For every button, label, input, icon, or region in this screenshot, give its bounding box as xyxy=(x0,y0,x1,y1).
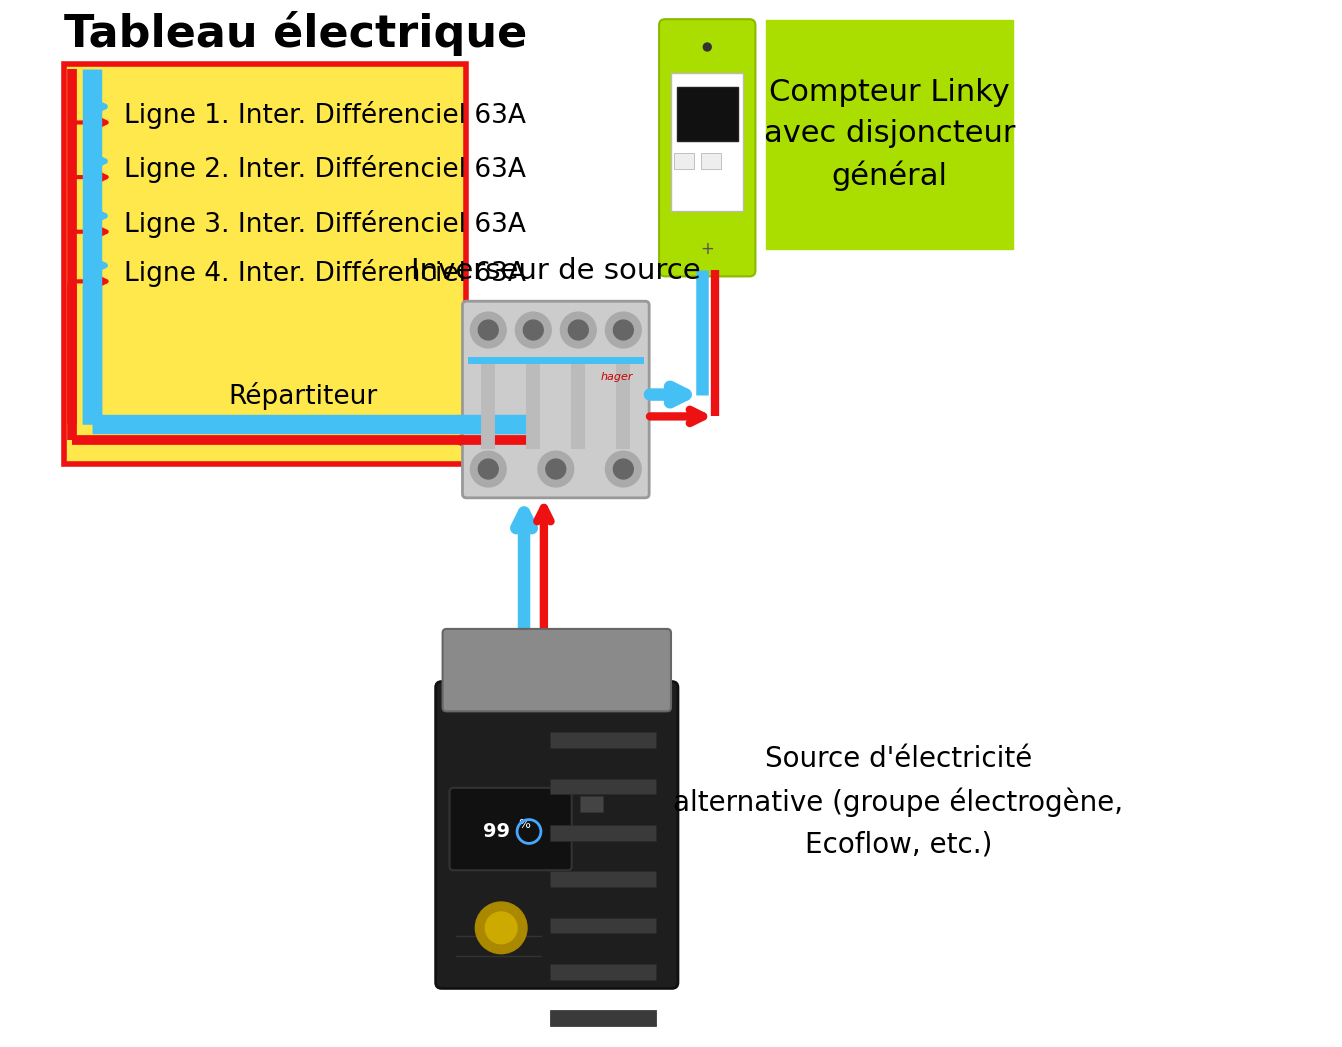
Circle shape xyxy=(478,460,498,478)
FancyBboxPatch shape xyxy=(550,964,656,980)
Text: hager: hager xyxy=(601,372,633,382)
Circle shape xyxy=(478,320,498,340)
Circle shape xyxy=(523,320,544,340)
FancyBboxPatch shape xyxy=(671,73,743,210)
Circle shape xyxy=(569,320,588,340)
FancyBboxPatch shape xyxy=(580,796,604,811)
FancyBboxPatch shape xyxy=(64,64,467,464)
Text: %: % xyxy=(518,818,530,831)
FancyBboxPatch shape xyxy=(550,871,656,887)
Circle shape xyxy=(538,451,573,487)
Circle shape xyxy=(561,312,596,348)
Circle shape xyxy=(546,460,566,478)
FancyBboxPatch shape xyxy=(463,302,650,497)
FancyBboxPatch shape xyxy=(443,629,671,711)
FancyBboxPatch shape xyxy=(550,825,656,841)
FancyBboxPatch shape xyxy=(550,1010,656,1026)
Circle shape xyxy=(515,312,552,348)
Circle shape xyxy=(605,451,641,487)
Circle shape xyxy=(475,903,527,954)
FancyBboxPatch shape xyxy=(766,20,1013,248)
Text: Ligne 1. Inter. Différenciel 63A: Ligne 1. Inter. Différenciel 63A xyxy=(123,101,526,129)
Circle shape xyxy=(613,320,633,340)
Text: Inverseur de source: Inverseur de source xyxy=(411,258,701,286)
FancyBboxPatch shape xyxy=(701,153,721,170)
Text: Ligne 4. Inter. Différenciel 63A: Ligne 4. Inter. Différenciel 63A xyxy=(123,260,526,288)
Circle shape xyxy=(471,312,506,348)
Text: Tableau électrique: Tableau électrique xyxy=(64,10,527,55)
Text: Répartiteur: Répartiteur xyxy=(228,382,377,410)
Circle shape xyxy=(613,460,633,478)
FancyBboxPatch shape xyxy=(436,682,678,988)
FancyBboxPatch shape xyxy=(450,787,572,870)
FancyBboxPatch shape xyxy=(550,779,656,795)
Circle shape xyxy=(486,912,517,943)
Text: Source d'électricité
alternative (groupe électrogène,
Ecoflow, etc.): Source d'électricité alternative (groupe… xyxy=(674,745,1123,859)
Circle shape xyxy=(605,312,641,348)
FancyBboxPatch shape xyxy=(659,19,756,276)
Circle shape xyxy=(703,43,711,51)
Text: Ligne 3. Inter. Différenciel 63A: Ligne 3. Inter. Différenciel 63A xyxy=(123,209,526,238)
Text: Compteur Linky
avec disjoncteur
général: Compteur Linky avec disjoncteur général xyxy=(764,79,1015,191)
FancyBboxPatch shape xyxy=(676,87,738,141)
Text: 99: 99 xyxy=(483,822,510,841)
Text: +: + xyxy=(701,240,714,258)
Circle shape xyxy=(471,451,506,487)
FancyBboxPatch shape xyxy=(550,917,656,934)
Text: Ligne 2. Inter. Différenciel 63A: Ligne 2. Inter. Différenciel 63A xyxy=(123,155,526,183)
FancyBboxPatch shape xyxy=(550,732,656,749)
FancyBboxPatch shape xyxy=(674,153,694,170)
